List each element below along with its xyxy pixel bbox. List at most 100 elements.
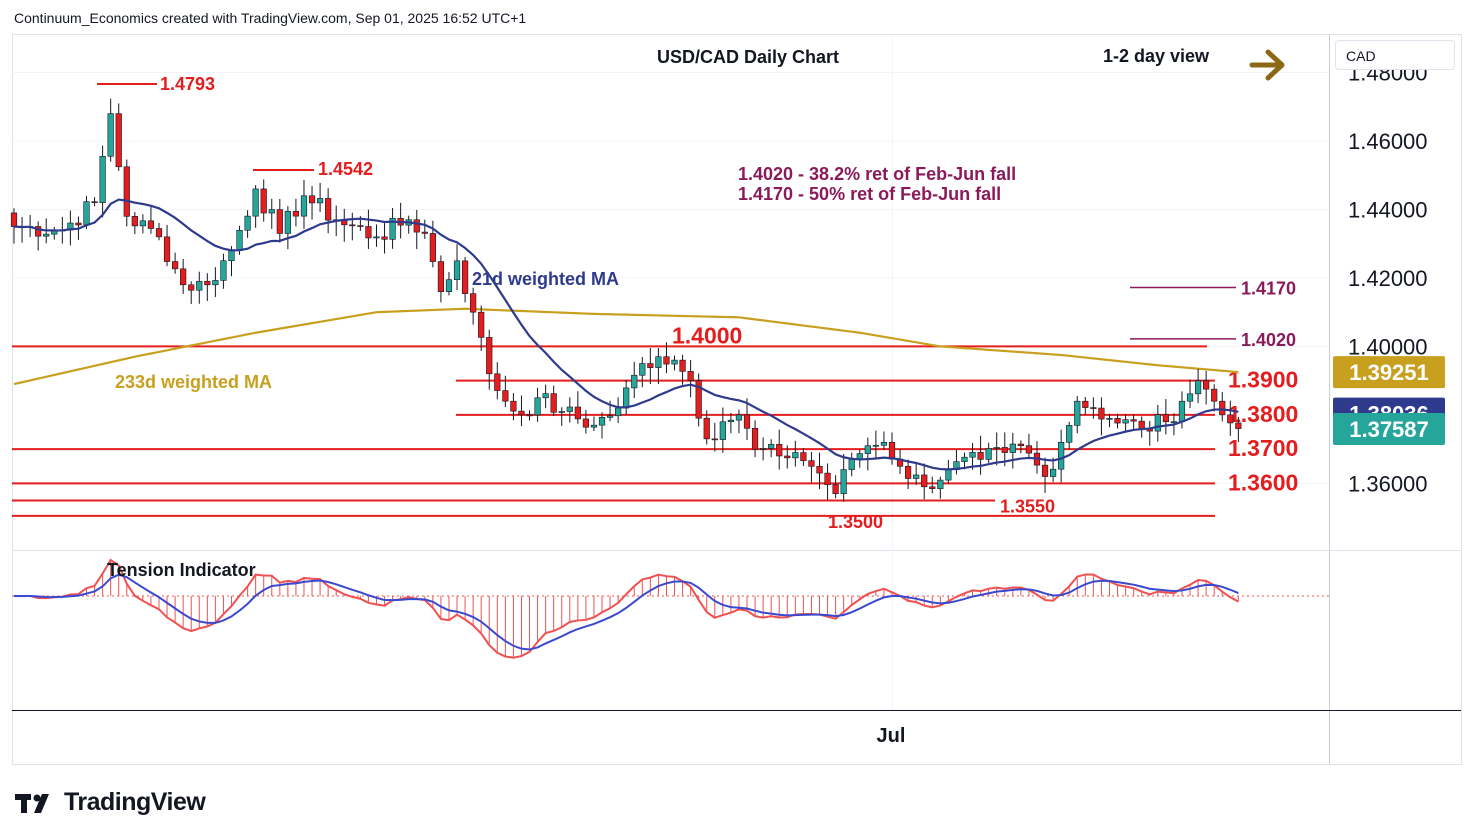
candle-body [421, 231, 428, 234]
candle-body [961, 456, 968, 462]
candle-body [880, 441, 888, 446]
price-badge-label: 1.37587 [1349, 417, 1429, 442]
candle-body [429, 233, 436, 262]
candle-body [1114, 418, 1121, 424]
candle-body [993, 447, 1000, 449]
candle-body [155, 228, 163, 238]
candle-body [365, 226, 372, 239]
candle-body [534, 397, 541, 416]
candle-body [349, 224, 356, 227]
candle-body [574, 406, 581, 420]
candle-body [921, 474, 928, 488]
candle-body [1162, 414, 1169, 423]
candle-body [663, 356, 670, 365]
currency-selector[interactable]: CAD [1335, 40, 1455, 70]
candle-body [1009, 443, 1016, 453]
tension-indicator-label: Tension Indicator [107, 560, 256, 580]
candle-body [598, 417, 606, 426]
price-badge-label: 1.39251 [1349, 360, 1429, 385]
price-badge [1333, 413, 1445, 446]
candle-body [695, 380, 702, 419]
candle-body [131, 216, 138, 227]
candle-body [357, 225, 364, 227]
candle-body [864, 445, 871, 454]
candle-body [1017, 443, 1024, 447]
candle-body [832, 484, 839, 494]
candle-body [655, 356, 662, 368]
candle-body [824, 472, 831, 485]
candle-body [1049, 468, 1057, 477]
ma21-path [13, 198, 1239, 471]
candle-body [445, 279, 453, 292]
candle-body [518, 410, 525, 416]
candle-body [703, 417, 710, 440]
candle-body [945, 469, 952, 481]
candle-body [711, 438, 718, 441]
candle-body [631, 374, 638, 389]
candle-body [913, 474, 920, 479]
candle-body [389, 218, 396, 240]
candle-body [1154, 414, 1161, 432]
ma233-label: 233d weighted MA [115, 372, 272, 392]
candle-body [679, 359, 686, 372]
candle-body [107, 113, 114, 157]
candle-body [300, 195, 308, 217]
candle-body [43, 233, 50, 237]
ma21-line [13, 198, 1239, 471]
candle-body [542, 393, 549, 399]
price-scale: 1.480001.460001.440001.420001.400001.360… [1348, 61, 1428, 497]
price-tick-label: 1.46000 [1348, 129, 1428, 154]
candle-body [929, 486, 936, 489]
candle-body [204, 280, 211, 286]
candle-body [244, 215, 251, 231]
high2-label: 1.4542 [318, 159, 373, 179]
candle-body [1235, 422, 1242, 429]
candle-body [461, 260, 469, 294]
candle-body [252, 188, 259, 217]
candle-body [1106, 418, 1113, 420]
candle-body [180, 268, 187, 286]
candle-body [776, 444, 783, 457]
candle-body [816, 466, 823, 474]
candle-body [268, 209, 275, 214]
candle-body [284, 210, 291, 234]
candle-body [639, 363, 646, 376]
tradingview-logo-text: TradingView [64, 788, 206, 816]
price-tick-label: 1.36000 [1348, 471, 1428, 496]
candle-body [1098, 407, 1105, 420]
candle-body [615, 407, 622, 417]
candle-body [1074, 400, 1081, 426]
retracement-note-2: 1.4170 - 50% ret of Feb-Jun fall [738, 184, 1001, 204]
candle-body [83, 201, 90, 226]
tension-indicator-pane [12, 558, 1329, 659]
candle-body [1194, 380, 1202, 395]
candle-body [413, 219, 420, 233]
candle-body [1001, 447, 1008, 453]
chart-frame [12, 34, 1462, 765]
candle-body [566, 406, 573, 412]
candle-body [558, 411, 565, 413]
price-gridlines [12, 72, 1329, 484]
candle-body [1122, 419, 1129, 424]
chart-title: USD/CAD Daily Chart [657, 47, 839, 67]
candle-body [381, 236, 388, 240]
candle-body [510, 400, 517, 412]
candle-body [977, 452, 984, 460]
candle-body [373, 236, 380, 239]
x-axis-label-jul: Jul [877, 725, 906, 747]
price-tick-label: 1.42000 [1348, 266, 1428, 291]
candle-body [1066, 425, 1073, 443]
candle-body [800, 452, 807, 461]
price-badge [1333, 356, 1445, 389]
candle-body [590, 424, 598, 428]
candle-body [623, 387, 630, 409]
candle-body [437, 261, 445, 292]
candle-body [727, 419, 734, 423]
candle-body [671, 359, 678, 365]
candle-body [1130, 419, 1137, 422]
level-label: 1.3800 [1228, 401, 1298, 427]
tradingview-logo[interactable]: TradingView [14, 788, 206, 817]
arrow-right-icon [1249, 49, 1285, 81]
